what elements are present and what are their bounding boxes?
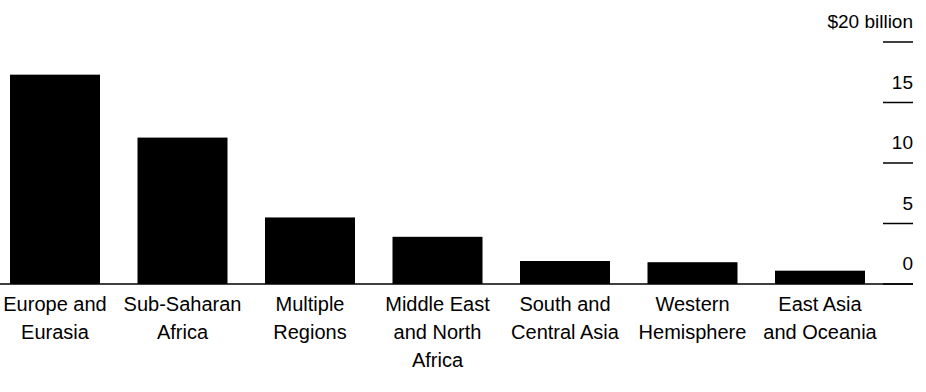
tick-label: $20 billion: [827, 11, 913, 32]
bar: [520, 261, 610, 284]
category-label: Western Hemisphere: [634, 290, 752, 346]
tick-mark: [883, 41, 913, 43]
bar: [393, 237, 483, 284]
bar: [138, 138, 228, 284]
category-label: East Asia and Oceania: [761, 290, 879, 346]
x-axis-line: [0, 283, 913, 285]
category-label: Europe and Eurasia: [0, 290, 114, 346]
tick-label: 15: [892, 72, 913, 93]
category-label: South and Central Asia: [506, 290, 624, 346]
bar: [648, 262, 738, 284]
tick-mark: [883, 223, 913, 225]
tick-mark: [883, 102, 913, 104]
bars: [10, 75, 865, 284]
category-label: Sub-Saharan Africa: [124, 290, 242, 346]
tick-label: 0: [902, 253, 913, 274]
tick-mark: [883, 162, 913, 164]
tick-label: 5: [902, 193, 913, 214]
bar: [10, 75, 100, 284]
bar: [265, 217, 355, 284]
category-label: Middle East and North Africa: [379, 290, 497, 374]
bar: [775, 271, 865, 284]
category-label: Multiple Regions: [251, 290, 369, 346]
tick-label: 10: [892, 132, 913, 153]
